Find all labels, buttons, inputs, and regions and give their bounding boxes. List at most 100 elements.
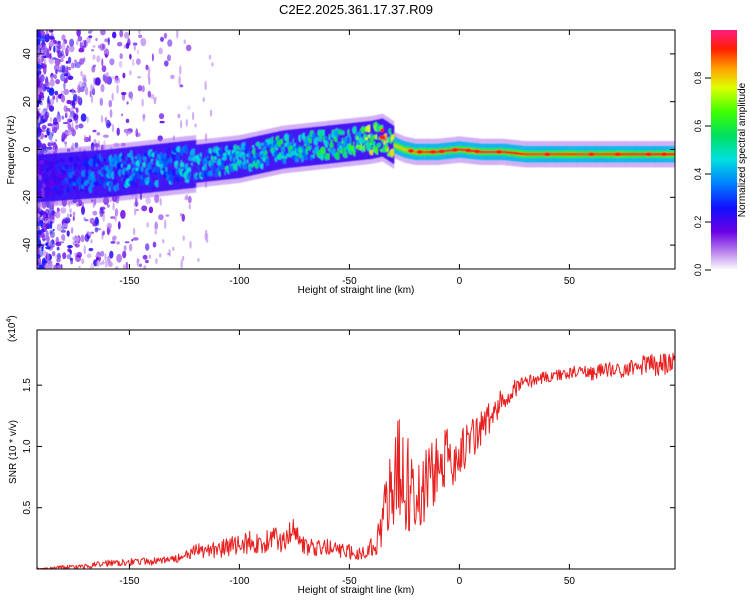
noise-blob (180, 259, 183, 269)
ridge-band (42, 154, 44, 202)
ridge-peak (632, 152, 634, 156)
ridge-band (178, 141, 180, 190)
ridge-band (336, 124, 338, 163)
noise-blob (75, 107, 79, 113)
ridge-peak (460, 148, 462, 152)
ridge-blob (361, 138, 366, 144)
noise-blob (142, 114, 145, 122)
noise-blob (122, 250, 127, 259)
noise-blob (38, 128, 43, 133)
noise-blob (110, 76, 116, 80)
ridge-band (75, 151, 77, 200)
noise-blob (37, 44, 43, 47)
noise-blob (38, 264, 45, 269)
ridge-peak (505, 150, 508, 154)
ridge-band (94, 150, 97, 199)
noise-blob (183, 39, 186, 44)
noise-blob (68, 56, 72, 64)
noise-blob (61, 41, 66, 51)
ridge-peak (580, 152, 583, 156)
noise-blob (187, 195, 192, 204)
noise-blob (56, 246, 60, 251)
ridge-peak (637, 152, 639, 156)
noise-blob (121, 113, 123, 117)
noise-blob (181, 213, 185, 222)
snr-x-label: Height of straight line (km) (298, 585, 415, 596)
noise-blob (101, 65, 107, 73)
ridge-peak (557, 152, 559, 156)
ridge-band (311, 127, 314, 166)
ridge-band (239, 139, 241, 178)
snr-y-ticks: 0.5 1.0 1.5 (22, 378, 675, 515)
ridge-peak (659, 152, 661, 156)
noise-blob (69, 208, 72, 214)
noise-blob (75, 255, 82, 258)
noise-blob (120, 209, 126, 219)
ridge-peak (643, 152, 645, 156)
snr-multiplier: (x104) (6, 315, 18, 342)
ridge-blob (244, 144, 250, 150)
noise-blob (191, 111, 195, 121)
noise-blob (158, 214, 164, 221)
x-tick-label: -50 (342, 276, 357, 287)
ridge-peak (506, 150, 509, 154)
ridge-blob (127, 164, 131, 169)
ridge-peak (594, 152, 597, 156)
ridge-peak (630, 152, 632, 156)
ridge-band (321, 126, 324, 165)
spectrogram-y-label: Frequency (Hz) (6, 116, 17, 185)
noise-blob (78, 47, 84, 53)
noise-blob (45, 246, 51, 250)
ridge-blob (129, 150, 133, 158)
ridge-band (173, 142, 175, 191)
ridge-peak (585, 152, 588, 156)
noise-blob (58, 68, 63, 73)
ridge-peak (414, 150, 417, 154)
spectrogram-y-ticks: -40 -20 0 20 40 (22, 48, 675, 252)
ridge-peak (541, 152, 543, 156)
noise-blob (125, 118, 130, 123)
ridge-band (189, 140, 192, 189)
ridge-band (270, 133, 272, 172)
ridge-band (129, 147, 132, 195)
noise-blob (109, 58, 115, 66)
ridge-peak (491, 150, 494, 154)
noise-blob (162, 239, 165, 244)
noise-blob (158, 47, 163, 55)
noise-blob (62, 75, 65, 81)
ridge-peak (642, 152, 644, 156)
spectrogram-x-label: Height of straight line (km) (298, 285, 415, 296)
ridge-peak (653, 152, 655, 156)
noise-blob (137, 49, 140, 55)
noise-blob (44, 208, 50, 217)
ridge-peak (560, 152, 562, 156)
ridge-peak (640, 152, 642, 156)
ridge-band (93, 150, 96, 199)
noise-blob (37, 207, 41, 214)
noise-blob (137, 258, 140, 263)
ridge-peak (578, 152, 581, 156)
ridge-band (305, 127, 308, 167)
ridge-band (245, 138, 247, 177)
colorbar-tick-label: 0.2 (693, 216, 703, 229)
noise-blob (81, 258, 85, 265)
ridge-band (72, 152, 74, 200)
spectrogram-heatmap (37, 30, 675, 269)
noise-blob (62, 252, 67, 260)
ridge-peak (567, 152, 569, 156)
noise-blob (48, 207, 55, 217)
noise-blob (104, 260, 108, 268)
noise-blob (49, 52, 52, 59)
ridge-peak (490, 150, 493, 154)
noise-blob (56, 223, 63, 232)
ridge-peak (485, 150, 488, 154)
noise-blob (154, 229, 157, 235)
ridge-hotspot (451, 147, 459, 153)
ridge-peak (459, 148, 461, 151)
noise-blob (83, 245, 86, 255)
noise-blob (77, 84, 81, 94)
noise-blob (89, 217, 95, 224)
ridge-band (384, 120, 387, 159)
noise-blob (141, 205, 148, 212)
ridge-peak (582, 152, 585, 156)
